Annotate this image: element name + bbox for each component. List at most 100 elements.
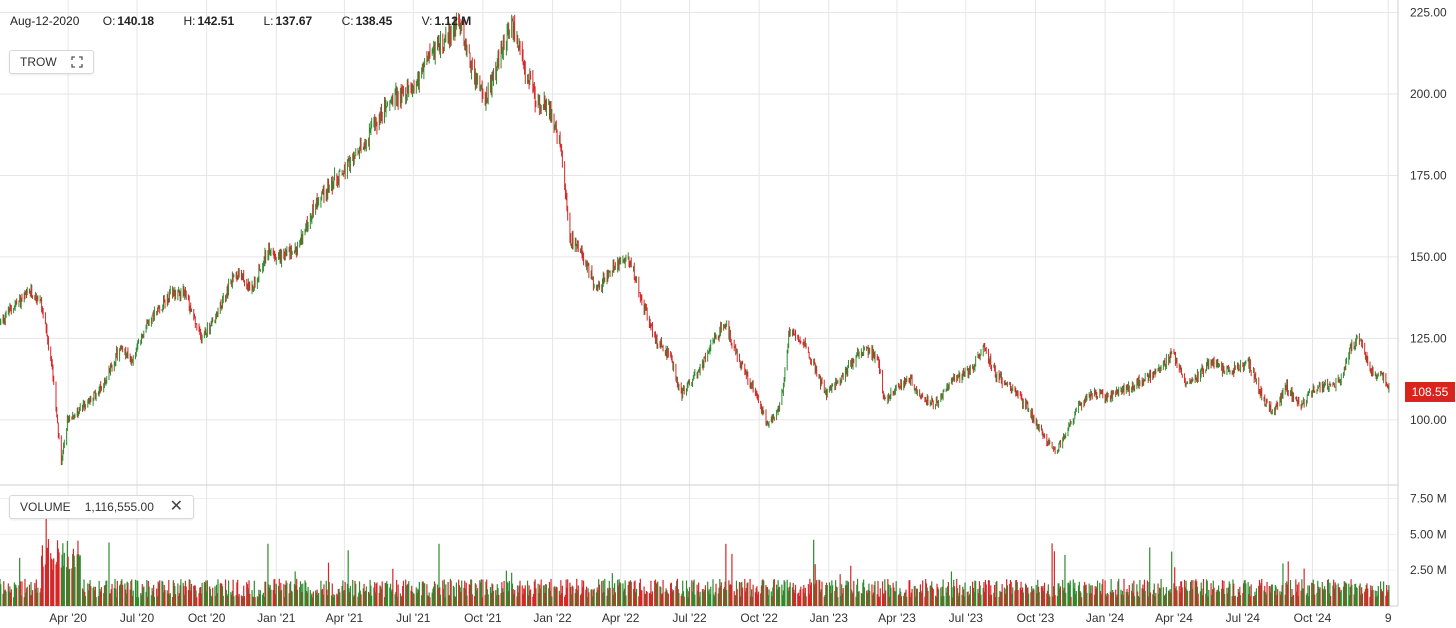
volume-bar bbox=[1295, 579, 1297, 606]
volume-bar bbox=[1370, 590, 1373, 606]
volume-bar bbox=[184, 580, 187, 606]
volume-bar bbox=[326, 589, 328, 606]
volume-bar bbox=[1162, 587, 1164, 606]
volume-bar bbox=[485, 581, 487, 606]
volume-bar bbox=[225, 589, 227, 606]
volume-bar bbox=[824, 595, 826, 606]
volume-bar bbox=[1105, 593, 1107, 606]
volume-bar bbox=[526, 580, 529, 606]
volume-bar bbox=[158, 583, 160, 606]
volume-bar bbox=[232, 579, 234, 606]
volume-bar bbox=[990, 585, 992, 606]
volume-bar bbox=[554, 586, 556, 606]
volume-bar bbox=[767, 595, 769, 606]
volume-bar bbox=[830, 593, 832, 606]
volume-bar bbox=[982, 588, 984, 606]
volume-value: 1.12 M bbox=[434, 14, 472, 28]
volume-bar bbox=[972, 587, 974, 606]
volume-bar bbox=[434, 583, 436, 606]
volume-bar bbox=[994, 596, 996, 606]
volume-bar bbox=[4, 589, 6, 606]
volume-bar bbox=[1370, 585, 1372, 606]
volume-bar bbox=[708, 589, 710, 606]
volume-bar bbox=[624, 580, 626, 606]
volume-bar bbox=[342, 580, 344, 606]
volume-bar bbox=[980, 594, 982, 606]
volume-bar bbox=[396, 579, 398, 606]
volume-bar bbox=[953, 579, 955, 606]
volume-bar bbox=[645, 593, 647, 606]
volume-bar bbox=[639, 578, 641, 606]
volume-bar bbox=[3, 581, 5, 606]
volume-bar bbox=[1137, 595, 1139, 606]
volume-bar bbox=[1072, 579, 1074, 606]
volume-bar bbox=[1191, 588, 1193, 606]
volume-bar bbox=[1215, 591, 1217, 606]
volume-bar bbox=[1178, 586, 1180, 606]
volume-bar bbox=[713, 594, 715, 606]
volume-bar bbox=[318, 592, 320, 606]
volume-bar bbox=[1179, 592, 1181, 606]
volume-bar bbox=[34, 583, 36, 606]
volume-bar bbox=[903, 592, 906, 606]
volume-bar bbox=[109, 593, 112, 606]
volume-bar bbox=[1049, 596, 1051, 606]
volume-bar bbox=[348, 588, 350, 606]
volume-bar bbox=[898, 593, 900, 606]
volume-bar bbox=[596, 587, 598, 606]
volume-bar bbox=[993, 592, 995, 606]
volume-bar bbox=[273, 579, 275, 606]
expand-icon[interactable] bbox=[71, 56, 83, 68]
volume-bar bbox=[78, 554, 80, 606]
volume-bar bbox=[640, 589, 642, 606]
volume-bar bbox=[809, 578, 811, 606]
volume-bar bbox=[1231, 596, 1233, 606]
volume-bar bbox=[633, 581, 635, 606]
volume-bar bbox=[233, 596, 235, 606]
volume-bar bbox=[452, 585, 454, 606]
volume-bar bbox=[1311, 582, 1314, 606]
volume-bar bbox=[1096, 586, 1098, 606]
volume-bar bbox=[301, 592, 303, 606]
volume-bar bbox=[46, 547, 48, 606]
volume-bar bbox=[1006, 585, 1009, 606]
volume-bar bbox=[1212, 580, 1214, 606]
volume-bar bbox=[1194, 580, 1196, 606]
volume-bar bbox=[1255, 594, 1257, 606]
volume-bar bbox=[253, 580, 255, 606]
volume-bar bbox=[84, 596, 87, 606]
volume-bar bbox=[635, 588, 638, 606]
volume-bar bbox=[1168, 590, 1171, 606]
volume-bar bbox=[598, 584, 601, 606]
volume-bar bbox=[1186, 589, 1188, 606]
volume-bar bbox=[751, 589, 753, 606]
volume-bar bbox=[892, 582, 894, 606]
volume-bar bbox=[219, 583, 221, 606]
volume-bar bbox=[1339, 592, 1342, 606]
volume-bar bbox=[259, 590, 261, 606]
volume-bar bbox=[296, 578, 298, 606]
volume-bar bbox=[1218, 585, 1220, 606]
ticker-pill[interactable]: TROW bbox=[9, 50, 94, 74]
volume-bar bbox=[1037, 579, 1039, 606]
volume-bar bbox=[1127, 592, 1129, 606]
volume-bar bbox=[1243, 580, 1245, 606]
volume-bar bbox=[262, 594, 264, 606]
volume-bar bbox=[973, 591, 975, 606]
volume-bar bbox=[1104, 580, 1106, 606]
volume-bar bbox=[900, 596, 903, 606]
volume-bar bbox=[1005, 588, 1007, 606]
volume-bar bbox=[686, 588, 688, 606]
volume-bar bbox=[687, 597, 689, 606]
volume-bar bbox=[1319, 587, 1321, 606]
volume-bar bbox=[1180, 581, 1183, 606]
volume-bar bbox=[874, 581, 876, 606]
volume-bar bbox=[984, 580, 987, 606]
volume-pill[interactable]: VOLUME 1,116,555.00 ✕ bbox=[9, 495, 194, 519]
volume-bar bbox=[703, 592, 705, 606]
volume-bar bbox=[1047, 584, 1049, 606]
close-icon[interactable]: ✕ bbox=[169, 498, 183, 515]
volume-bar bbox=[649, 592, 651, 606]
volume-bar bbox=[1348, 595, 1351, 606]
